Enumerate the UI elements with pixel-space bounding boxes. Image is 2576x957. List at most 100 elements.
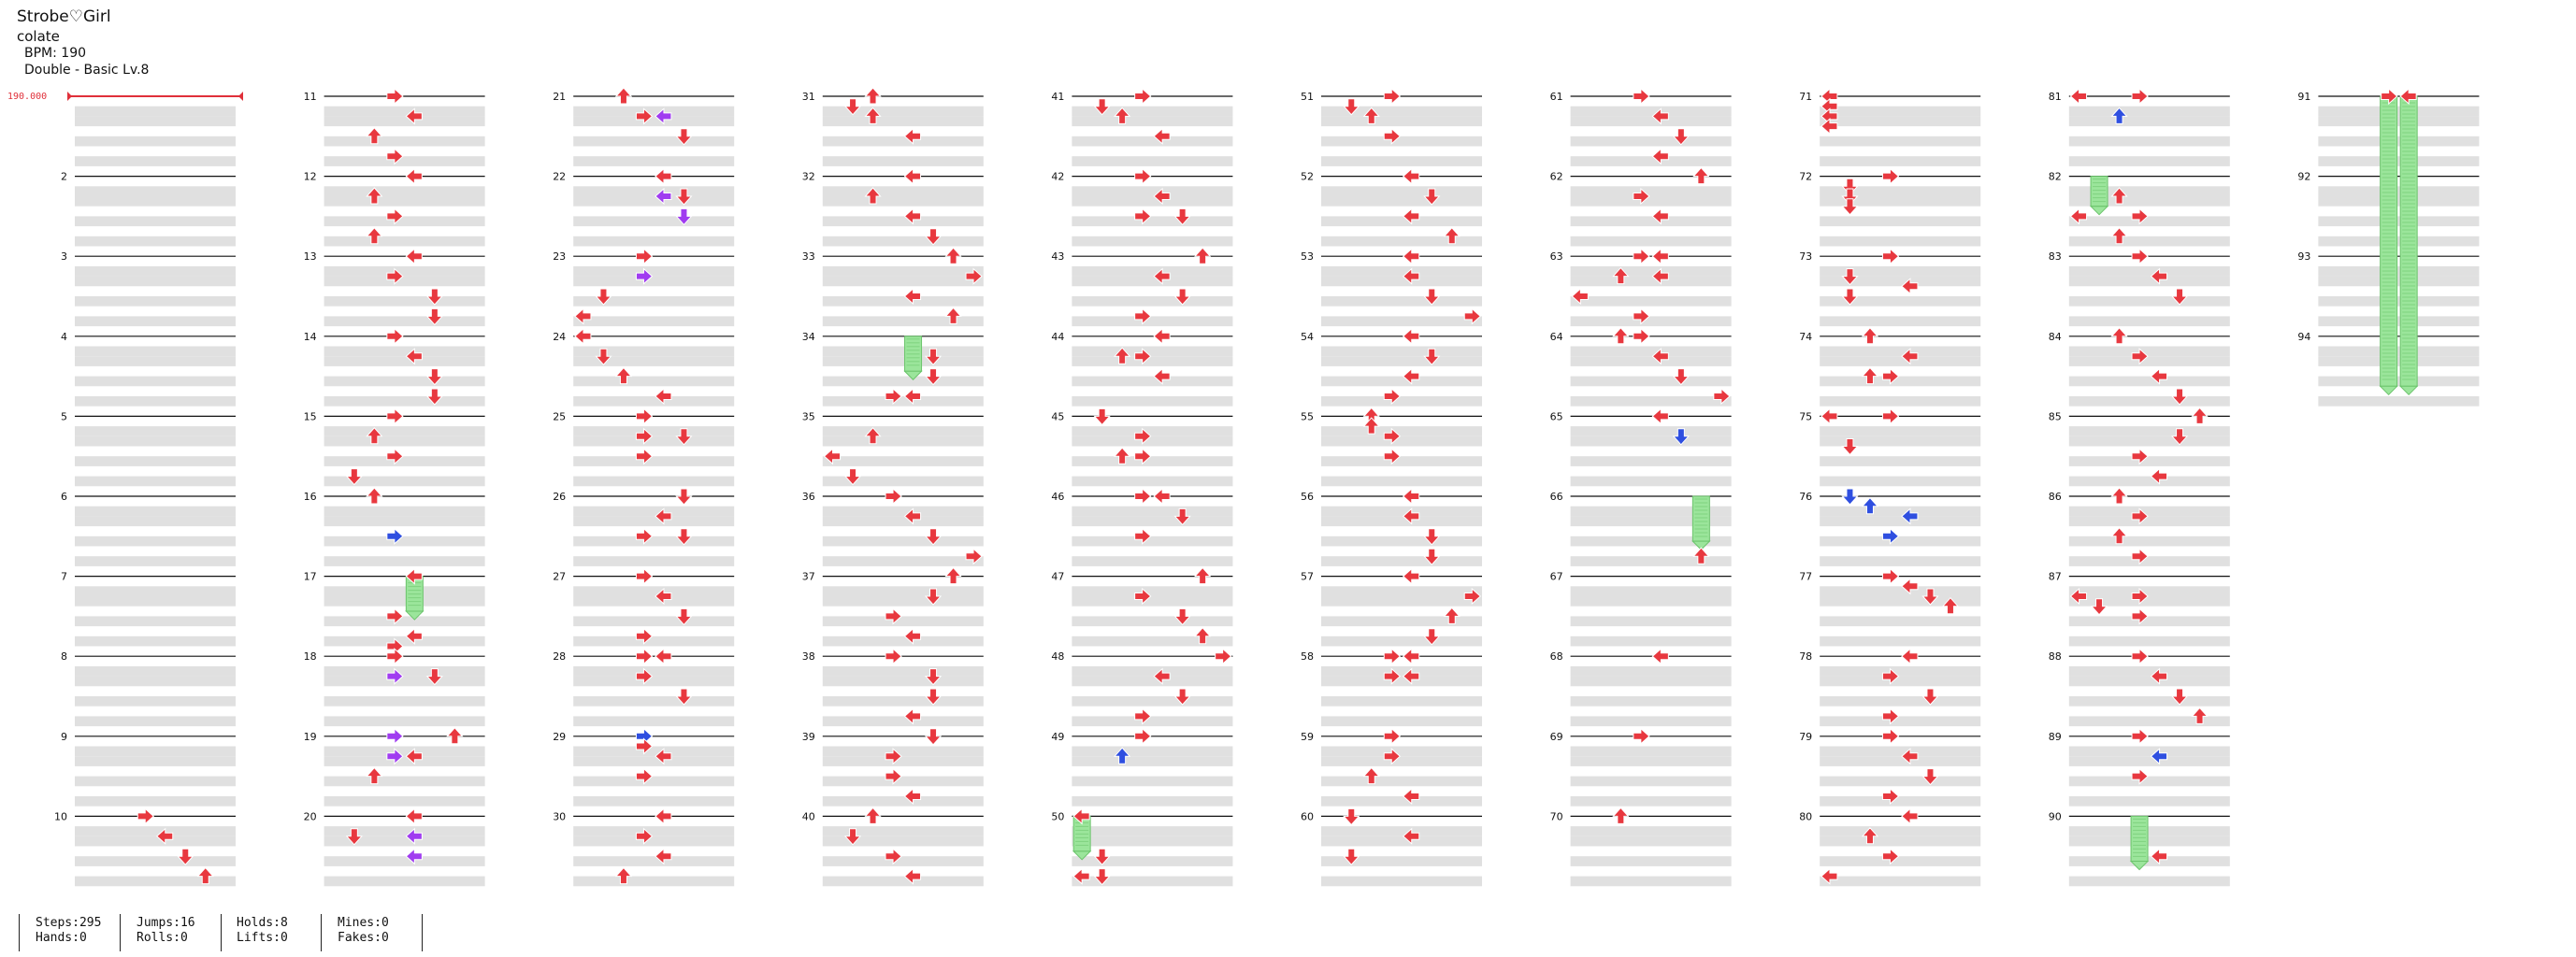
tap-arrow	[1402, 367, 1420, 385]
beat-band	[1570, 696, 1732, 707]
beat-band	[75, 196, 236, 207]
tap-arrow	[903, 787, 922, 806]
beat-band	[573, 776, 735, 787]
beat-band	[1321, 276, 1482, 287]
beat-band	[1570, 136, 1732, 147]
beat-band	[822, 776, 984, 787]
tap-arrow	[843, 98, 862, 116]
tap-arrow	[2110, 527, 2128, 545]
tap-arrow	[2150, 467, 2168, 485]
tap-arrow	[1383, 448, 1402, 465]
beat-band	[324, 506, 485, 517]
beat-band	[75, 586, 236, 596]
beat-band	[1072, 516, 1233, 527]
tap-arrow	[885, 748, 902, 765]
tap-arrow	[1651, 207, 1669, 225]
tap-arrow	[386, 267, 404, 285]
hold-head-arrow	[2399, 87, 2417, 106]
beat-band	[324, 556, 485, 566]
tap-arrow	[1343, 807, 1360, 826]
tap-arrow	[446, 727, 464, 745]
tap-arrow	[1571, 287, 1589, 306]
tap-arrow	[635, 267, 654, 285]
beat-band	[1072, 596, 1233, 607]
tap-arrow	[965, 267, 983, 285]
beat-band	[75, 456, 236, 466]
beat-band	[1570, 506, 1732, 517]
beat-band	[1321, 796, 1482, 807]
tap-arrow	[386, 207, 404, 225]
tap-arrow	[903, 707, 922, 725]
tap-arrow	[1820, 117, 1838, 136]
tap-arrow	[1114, 747, 1131, 764]
beat-band	[324, 216, 485, 227]
beat-band	[822, 556, 984, 566]
beat-band	[75, 436, 236, 447]
beat-band	[324, 136, 485, 147]
tap-arrow	[1651, 348, 1669, 365]
beat-band	[2318, 396, 2480, 407]
beat-band	[573, 396, 735, 407]
beat-band	[1570, 186, 1732, 196]
beat-band	[573, 856, 735, 866]
beat-band	[75, 236, 236, 247]
beat-band	[2068, 265, 2230, 277]
beat-band	[573, 276, 735, 287]
tap-arrow	[405, 807, 423, 825]
tap-arrow	[1841, 488, 1859, 506]
beat-band	[75, 346, 236, 357]
measure-number: 87	[2049, 571, 2062, 583]
tap-arrow	[1383, 387, 1402, 406]
beat-band	[1820, 596, 1981, 607]
tap-arrow	[2150, 748, 2168, 765]
measure-number: 14	[304, 331, 317, 343]
beat-band	[1072, 396, 1233, 407]
beat-band	[2068, 796, 2230, 807]
beat-band	[1820, 516, 1981, 527]
beat-band	[75, 476, 236, 487]
tap-arrow	[1134, 167, 1152, 185]
measure-number: 17	[304, 571, 317, 583]
measure-number: 59	[1301, 731, 1314, 743]
tap-arrow	[386, 648, 404, 665]
measure-number: 53	[1301, 250, 1314, 263]
beat-band	[75, 796, 236, 807]
beat-band	[573, 106, 735, 117]
beat-band	[573, 665, 735, 677]
tap-arrow	[425, 368, 443, 386]
tap-arrow	[655, 187, 672, 206]
beat-band	[822, 216, 984, 227]
beat-band	[2068, 436, 2230, 447]
beat-band	[2068, 696, 2230, 707]
measure-number: 21	[553, 91, 566, 103]
beat-band	[2068, 456, 2230, 466]
tap-arrow	[675, 207, 693, 226]
tap-arrow	[405, 827, 423, 845]
tap-arrow	[1901, 807, 1919, 825]
tap-arrow	[924, 528, 943, 546]
beat-band	[1072, 376, 1233, 387]
measure-number: 29	[553, 731, 566, 743]
stats-divider	[120, 914, 121, 951]
tap-arrow	[1881, 567, 1900, 585]
beat-band	[1321, 756, 1482, 766]
measure-number: 62	[1550, 171, 1563, 183]
beat-band	[573, 356, 735, 366]
measure-number: 13	[304, 250, 317, 263]
tap-arrow	[1114, 347, 1131, 364]
beat-band	[324, 746, 485, 757]
tap-arrow	[345, 828, 363, 846]
measure-number: 11	[304, 91, 317, 103]
tap-arrow	[1153, 667, 1171, 685]
beat-band	[1072, 296, 1233, 307]
beat-band	[1072, 116, 1233, 127]
beat-band	[75, 826, 236, 836]
hold-note	[2379, 95, 2398, 396]
tap-arrow	[2131, 767, 2149, 785]
beat-band	[822, 746, 984, 757]
tap-arrow	[2110, 327, 2128, 345]
beat-band	[1072, 636, 1233, 647]
beat-band	[2068, 276, 2230, 287]
tap-arrow	[1362, 766, 1380, 785]
beat-band	[2068, 776, 2230, 787]
